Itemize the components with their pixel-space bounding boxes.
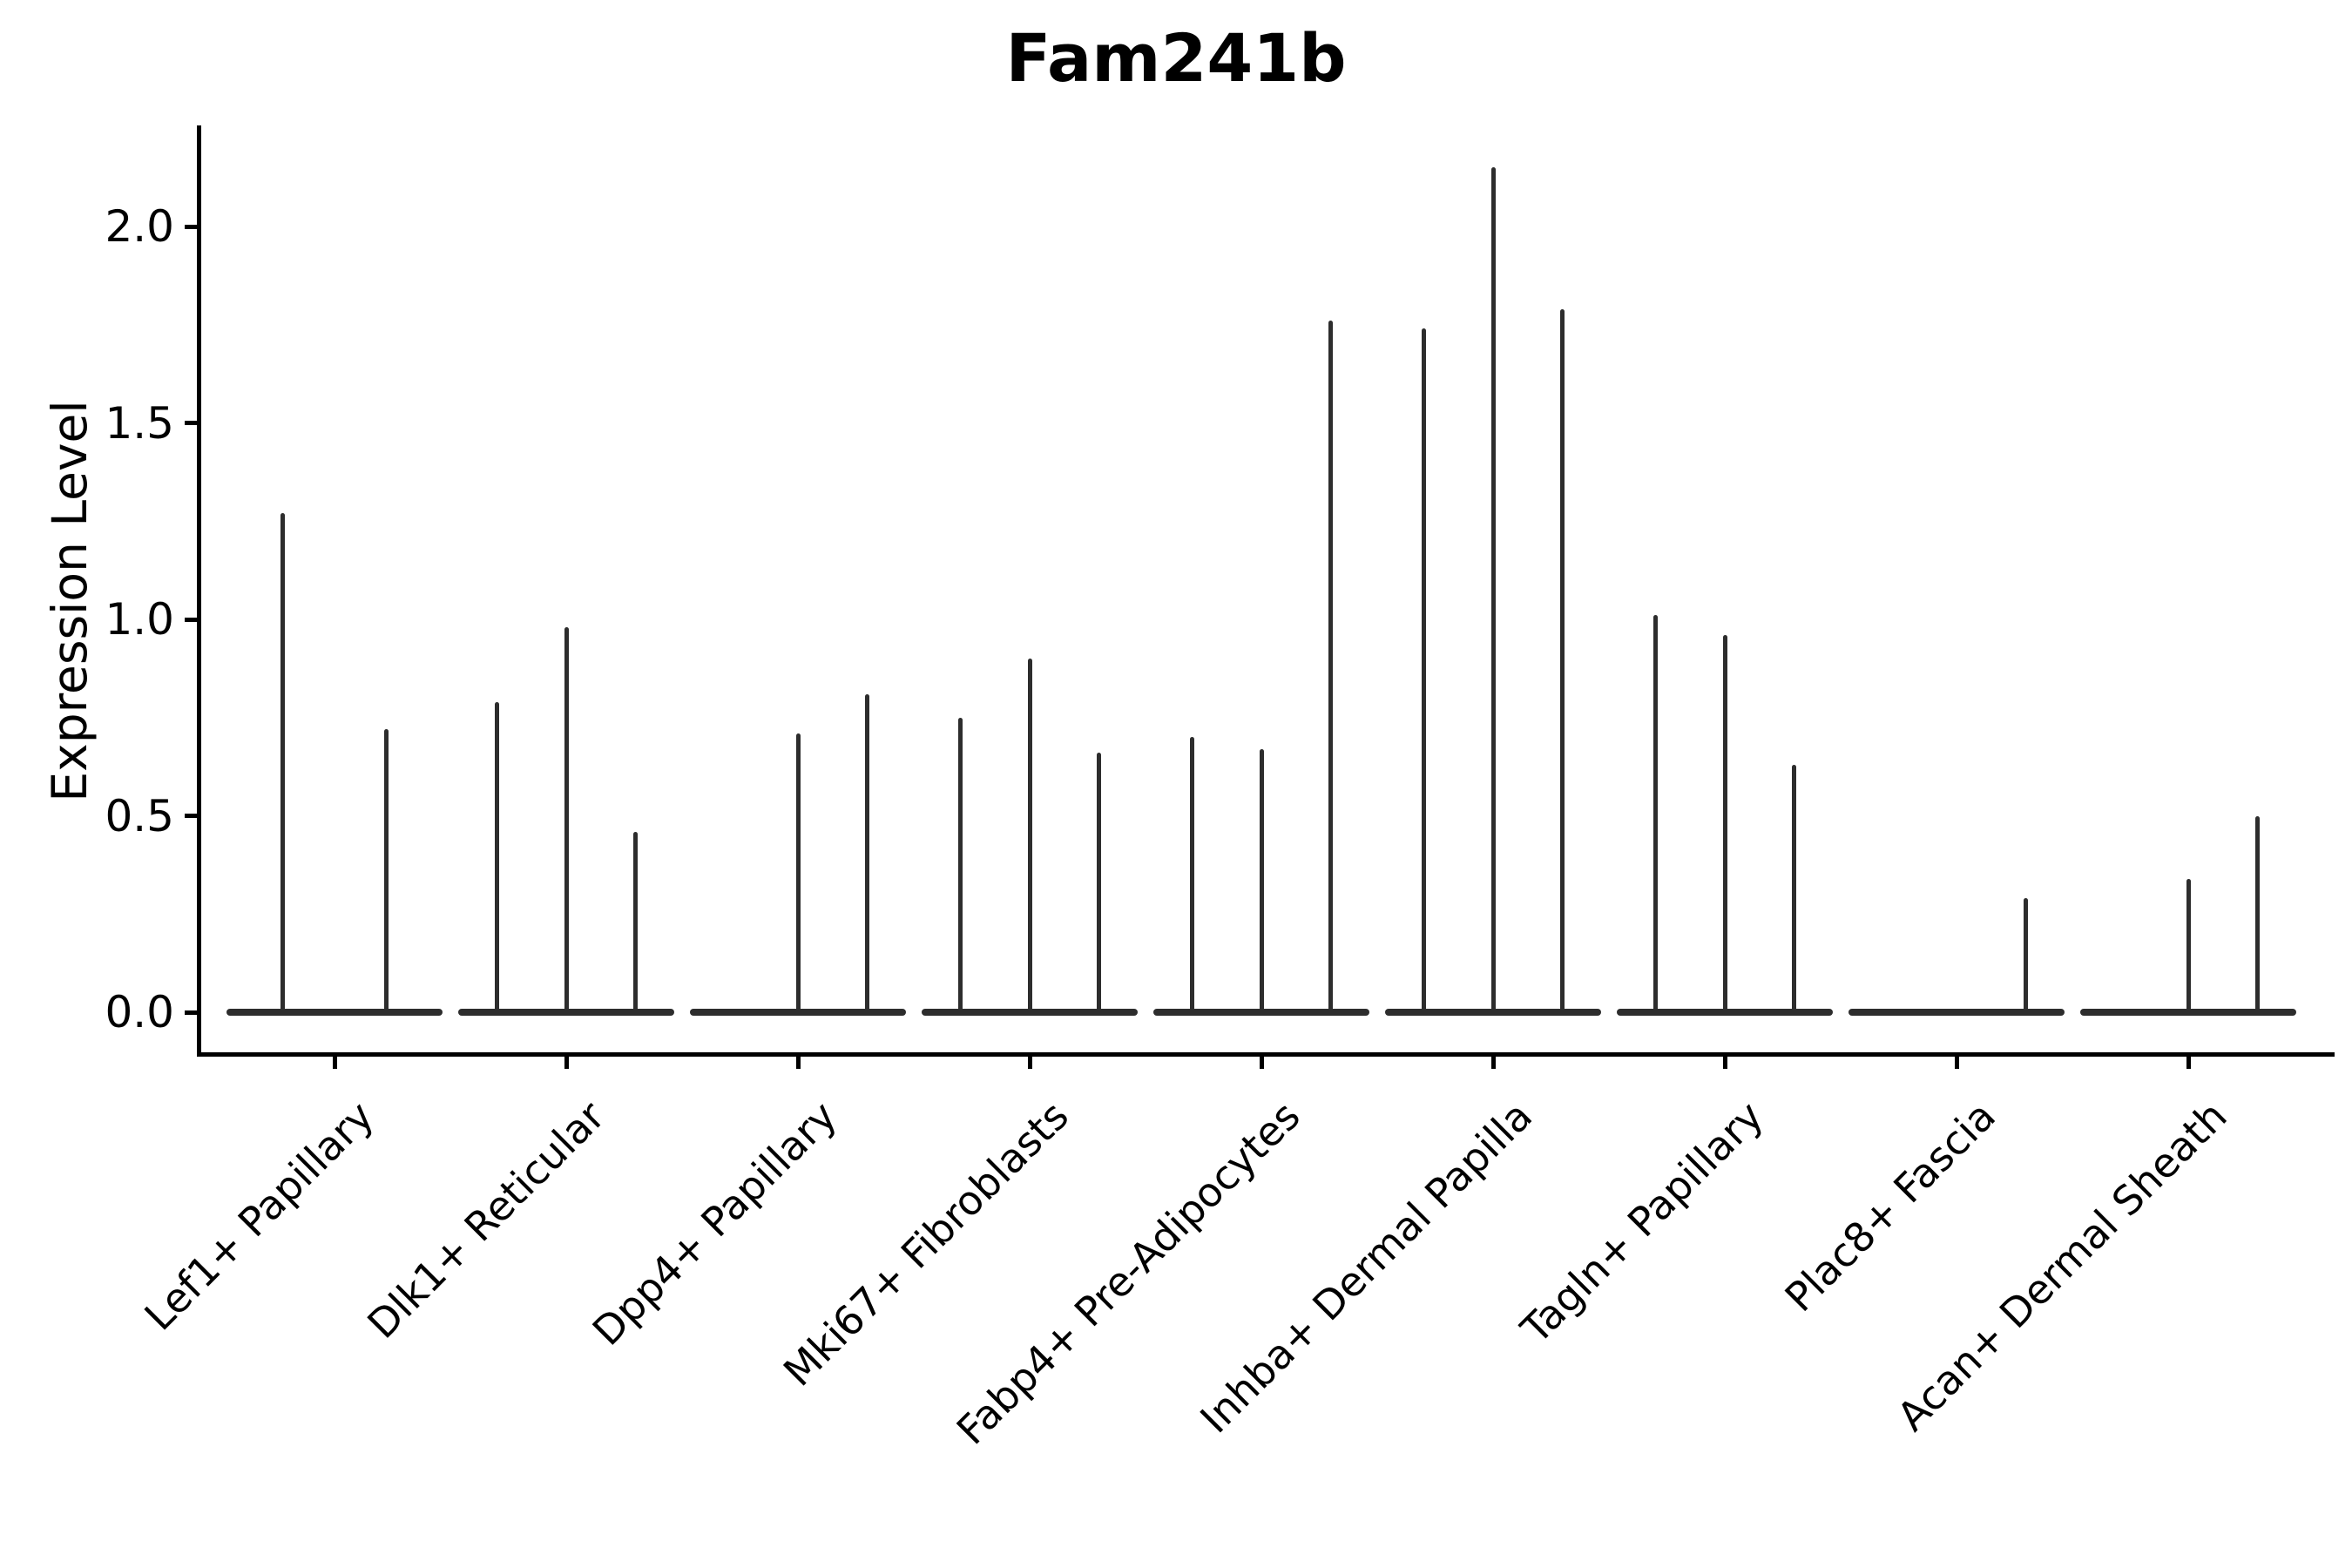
y-tick-label: 1.5: [105, 397, 174, 449]
violin-spike: [1490, 167, 1496, 1012]
violin-baseline: [922, 1009, 1138, 1016]
x-tick-mark: [1954, 1057, 1959, 1069]
violin-spike: [1722, 635, 1727, 1012]
y-tick-mark: [185, 1010, 197, 1015]
violin-spike: [957, 717, 963, 1012]
violin-spike: [2024, 898, 2029, 1012]
x-tick-label: Dpp4+ Papillary: [583, 1092, 846, 1355]
violin-spike: [1792, 764, 1797, 1012]
violin-baseline: [1617, 1009, 1833, 1016]
y-tick-label: 1.0: [105, 594, 174, 645]
x-tick-mark: [332, 1057, 337, 1069]
violin-spike: [795, 733, 801, 1012]
violin-spike: [494, 701, 499, 1012]
x-tick-label: Lef1+ Papillary: [134, 1092, 382, 1340]
violin-spike: [1189, 737, 1194, 1012]
x-tick-mark: [1027, 1057, 1032, 1069]
violin-spike: [1560, 308, 1565, 1012]
x-tick-mark: [795, 1057, 801, 1069]
violin-baseline: [458, 1009, 674, 1016]
y-tick-label: 0.5: [105, 790, 174, 841]
violin-spike: [1259, 748, 1264, 1012]
x-axis-spine: [197, 1052, 2335, 1057]
x-tick-mark: [1259, 1057, 1264, 1069]
violin-spike: [1027, 659, 1032, 1012]
x-tick-mark: [564, 1057, 569, 1069]
violin-spike: [2186, 878, 2191, 1012]
chart-title: Fam241b: [1005, 19, 1347, 97]
x-tick-mark: [1722, 1057, 1727, 1069]
violin-spike: [1097, 753, 1102, 1012]
violin-baseline: [1848, 1009, 2065, 1016]
violin-spike: [633, 831, 639, 1012]
y-tick-mark: [185, 814, 197, 818]
violin-baseline: [2080, 1009, 2296, 1016]
y-tick-mark: [185, 617, 197, 622]
y-tick-mark: [185, 421, 197, 425]
violin-spike: [564, 627, 569, 1012]
violin-baseline: [690, 1009, 906, 1016]
violin-spike: [1421, 328, 1426, 1012]
violin-spike: [280, 513, 285, 1012]
violin-spike: [1652, 615, 1658, 1012]
x-tick-mark: [1490, 1057, 1496, 1069]
x-tick-label: Dlk1+ Reticular: [358, 1092, 614, 1348]
violin-spike: [2255, 815, 2261, 1012]
x-tick-label: Plac8+ Fascia: [1775, 1092, 2004, 1321]
violin-baseline: [1385, 1009, 1601, 1016]
y-tick-label: 0.0: [105, 987, 174, 1037]
y-tick-label: 2.0: [105, 201, 174, 252]
violin-baseline: [226, 1009, 443, 1016]
violin-spike: [1328, 321, 1334, 1012]
violin-spike: [384, 729, 389, 1012]
x-tick-mark: [2186, 1057, 2191, 1069]
y-tick-mark: [185, 224, 197, 229]
violin-baseline: [1153, 1009, 1369, 1016]
y-axis-spine: [197, 125, 201, 1057]
violin-spike: [865, 693, 870, 1012]
x-tick-label: Tagln+ Papillary: [1511, 1092, 1773, 1353]
